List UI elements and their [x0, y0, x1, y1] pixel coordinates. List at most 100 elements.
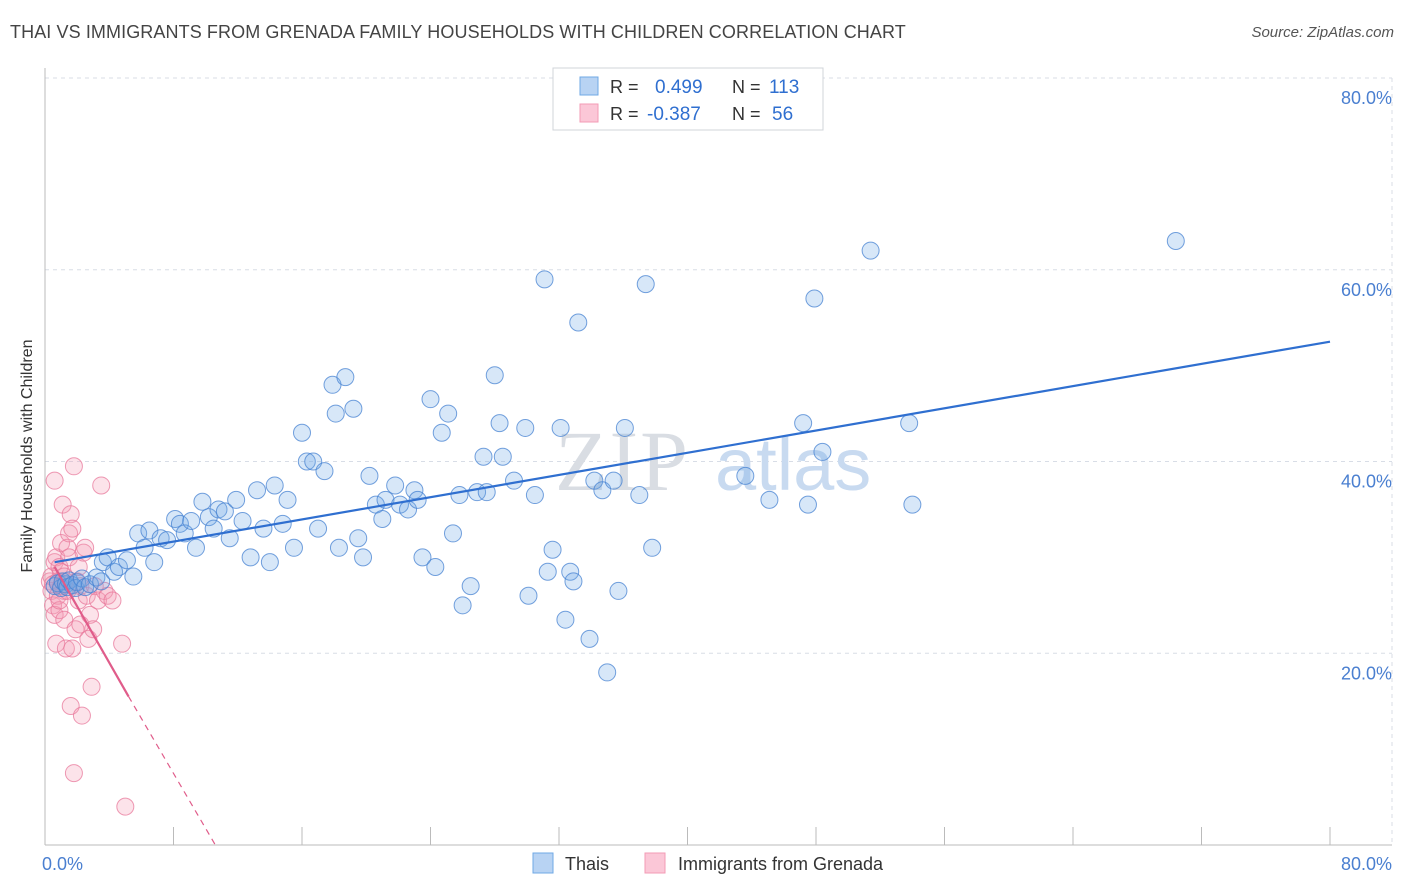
thai-point — [461, 577, 480, 596]
legend-r-label-grenada: R = — [610, 104, 639, 124]
thai-trend-line — [54, 340, 1331, 564]
thai-point — [630, 486, 649, 505]
y-tick-label: 40.0% — [1341, 472, 1392, 492]
legend-bottom-label-thai: Thais — [565, 854, 609, 874]
y-tick-label: 60.0% — [1341, 280, 1392, 300]
grenada-point — [76, 538, 95, 557]
thai-point — [556, 610, 575, 629]
grenada-points — [40, 457, 135, 816]
thai-point — [248, 481, 267, 500]
svg-text:ZIP: ZIP — [555, 413, 690, 509]
thai-point — [493, 447, 512, 466]
legend-n-label-grenada: N = — [732, 104, 761, 124]
thai-point — [227, 490, 246, 509]
thai-point — [525, 486, 544, 505]
thai-point — [80, 575, 99, 594]
thai-point — [92, 572, 111, 591]
thai-point — [636, 275, 655, 294]
thai-point — [516, 418, 535, 437]
thai-point — [254, 519, 273, 538]
grenada-point — [103, 591, 122, 610]
thai-point — [535, 270, 554, 289]
thai-point — [543, 540, 562, 559]
thai-point — [900, 414, 919, 433]
legend-n-label-thai: N = — [732, 77, 761, 97]
y-tick-label: 80.0% — [1341, 88, 1392, 108]
thai-point — [186, 538, 205, 557]
thai-point — [220, 529, 239, 548]
thai-point — [1166, 231, 1185, 250]
grenada-point — [64, 457, 83, 476]
grenada-trend-extension — [128, 696, 216, 846]
thai-point — [170, 514, 189, 533]
thai-point — [643, 538, 662, 557]
legend-swatch-grenada — [579, 103, 599, 123]
thai-point — [260, 553, 279, 572]
grenada-point — [56, 639, 75, 658]
grenada-point — [92, 476, 111, 495]
thai-point — [284, 538, 303, 557]
chart-source: Source: ZipAtlas.com — [1251, 24, 1394, 41]
grenada-point — [64, 764, 83, 783]
thai-point — [736, 466, 755, 485]
thai-point — [805, 289, 824, 308]
legend-r-value-thai: 0.499 — [655, 77, 703, 98]
thai-point — [760, 490, 779, 509]
thai-point — [426, 557, 445, 576]
thai-point — [538, 562, 557, 581]
thai-point — [360, 466, 379, 485]
x-tick-label: 0.0% — [42, 854, 83, 874]
grenada-point — [63, 639, 82, 658]
thai-point — [861, 241, 880, 260]
thai-point — [598, 663, 617, 682]
x-tick-label: 80.0% — [1341, 854, 1392, 874]
thai-point — [405, 481, 424, 500]
thai-point — [474, 447, 493, 466]
thai-point — [145, 553, 164, 572]
legend-bottom-swatch-thai — [532, 852, 554, 874]
thai-point — [105, 562, 124, 581]
thai-point — [166, 510, 185, 529]
thai-points — [45, 231, 1185, 682]
thai-point — [297, 452, 316, 471]
thai-point — [215, 502, 234, 521]
thai-point — [209, 500, 228, 519]
thai-point — [569, 313, 588, 332]
axis-layer: 20.0% 40.0% 60.0% 80.0% 0.0% 80.0% — [42, 68, 1392, 874]
legend-n-value-thai: 113 — [769, 77, 799, 98]
thai-point — [798, 495, 817, 514]
thai-point — [293, 423, 311, 442]
grenada-point — [63, 519, 82, 538]
thai-point — [241, 548, 260, 567]
thai-point — [124, 567, 143, 586]
thai-point — [336, 368, 355, 387]
thai-point — [490, 414, 509, 433]
thai-point — [432, 423, 451, 442]
thai-point — [564, 572, 583, 591]
thai-point — [329, 538, 348, 557]
y-axis-label: Family Households with Children — [19, 340, 36, 573]
thai-point — [278, 490, 297, 509]
grenada-point — [116, 797, 135, 816]
thai-point — [903, 495, 922, 514]
thai-point — [580, 629, 599, 648]
grid-layer — [45, 77, 1393, 845]
legend-n-value-grenada: 56 — [772, 104, 793, 125]
thai-point — [551, 418, 570, 437]
thai-point — [373, 510, 392, 529]
thai-point — [349, 529, 368, 548]
thai-point — [344, 399, 363, 418]
thai-point — [413, 548, 432, 567]
chart-title: THAI VS IMMIGRANTS FROM GRENADA FAMILY H… — [10, 22, 906, 42]
grenada-point — [45, 471, 64, 490]
thai-point — [117, 551, 136, 570]
thai-point — [519, 586, 538, 605]
legend-bottom-swatch-grenada — [644, 852, 666, 874]
grenada-point — [45, 605, 64, 624]
svg-text:atlas: atlas — [715, 423, 871, 506]
thai-point — [450, 486, 469, 505]
thai-point — [199, 508, 218, 527]
thai-point — [233, 511, 252, 530]
thai-point — [158, 531, 177, 550]
